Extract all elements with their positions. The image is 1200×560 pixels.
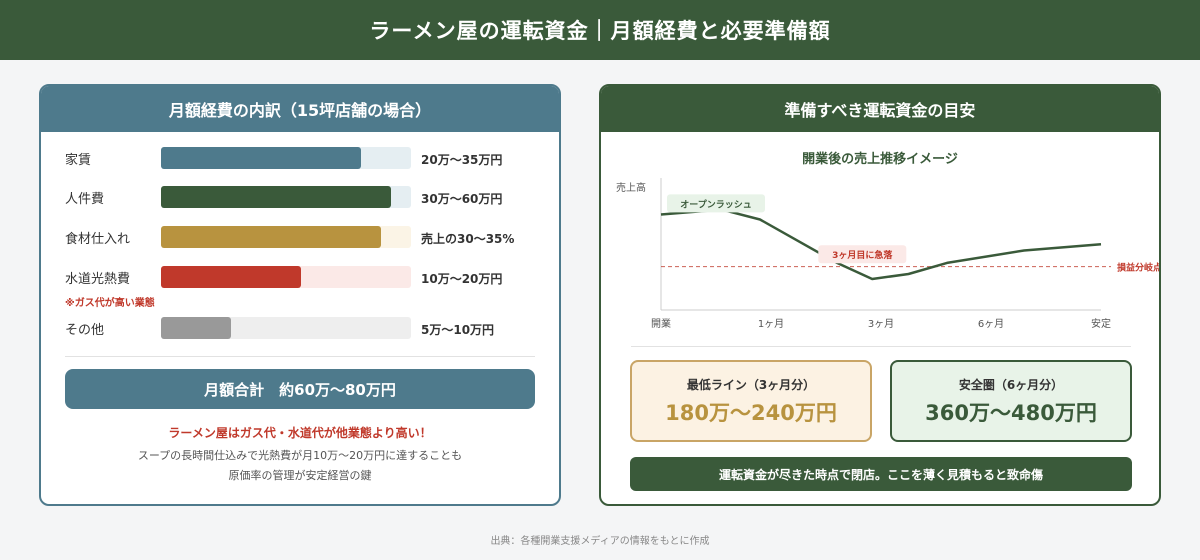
safe-zone-value: 360万〜480万円 xyxy=(925,401,1097,425)
page-title: ラーメン屋の運転資金｜月額経費と必要準備額 xyxy=(369,19,831,43)
x-tick-label: 安定 xyxy=(1091,317,1111,330)
x-tick-label: 開業 xyxy=(651,317,671,330)
safe-zone-label: 安全圏（6ヶ月分） xyxy=(958,378,1064,392)
monthly-total-text: 月額合計 約60万〜80万円 xyxy=(204,380,396,399)
cost-bar-track xyxy=(161,226,411,248)
cost-bar-track xyxy=(161,186,411,208)
cost-row-rent: 家賃 20万〜35万円 xyxy=(65,147,545,171)
minimum-line-value: 180万〜240万円 xyxy=(665,401,837,425)
cost-bar-fill xyxy=(161,317,231,339)
x-tick-label: 3ヶ月 xyxy=(868,318,894,330)
cost-label: 水道光熱費 xyxy=(65,272,131,287)
chart-title: 開業後の売上推移イメージ xyxy=(802,152,958,167)
cost-label: その他 xyxy=(65,323,105,338)
breakeven-label: 損益分岐点 xyxy=(1117,262,1159,274)
cost-row-labor: 人件費 30万〜60万円 xyxy=(65,186,545,210)
note-line: 原価率の管理が安定経営の鍵 xyxy=(228,469,372,482)
note-title: ラーメン屋はガス代・水道代が他業態より高い！ xyxy=(168,426,432,440)
y-axis-label: 売上高 xyxy=(616,181,646,194)
cost-label: 家賃 xyxy=(65,153,92,168)
warning-text: 運転資金が尽きた時点で閉店。ここを薄く見積もると致命傷 xyxy=(718,467,1043,482)
cost-bar-track xyxy=(161,266,411,288)
cost-bar-track xyxy=(161,317,411,339)
warning-banner: 運転資金が尽きた時点で閉店。ここを薄く見積もると致命傷 xyxy=(630,457,1132,491)
cost-bar-fill xyxy=(161,186,391,208)
cost-value: 20万〜35万円 xyxy=(421,153,503,167)
reserve-panel: 準備すべき運転資金の目安 開業後の売上推移イメージ 売上高開業 1ヶ月 3ヶ月 6ヶ月… xyxy=(599,84,1161,506)
note-line: スープの長時間仕込みで光熱費が月10万〜20万円に達することも xyxy=(137,449,463,462)
divider xyxy=(631,346,1131,347)
cost-bar-fill xyxy=(161,226,381,248)
annotation-bg xyxy=(667,194,765,213)
safe-zone-box: 安全圏（6ヶ月分） 360万〜480万円 xyxy=(890,360,1132,442)
cost-row-other: その他 5万〜10万円 xyxy=(65,317,545,341)
cost-label: 人件費 xyxy=(65,192,105,207)
cost-row-utilities: 水道光熱費 ※ガス代が高い業態 10万〜20万円 xyxy=(65,266,545,309)
reserve-title: 準備すべき運転資金の目安 xyxy=(784,101,976,120)
x-tick-label: 1ヶ月 xyxy=(758,318,784,330)
cost-row-ingredients: 食材仕入れ 売上の30〜35% xyxy=(65,226,545,250)
monthly-total: 月額合計 約60万〜80万円 xyxy=(65,369,535,409)
x-tick-label: 6ヶ月 xyxy=(978,318,1004,330)
sales-series-line xyxy=(660,208,1102,281)
minimum-line-label: 最低ライン（3ヶ月分） xyxy=(686,378,816,392)
divider xyxy=(65,356,535,357)
cost-value: 30万〜60万円 xyxy=(421,192,503,206)
cost-bar-fill xyxy=(161,147,361,169)
cost-value: 売上の30〜35% xyxy=(421,232,515,246)
reserve-header: 準備すべき運転資金の目安 xyxy=(601,86,1159,132)
cost-sub-note: ※ガス代が高い業態 xyxy=(65,298,155,309)
cost-label: 食材仕入れ xyxy=(65,232,131,247)
cost-bar-track xyxy=(161,147,411,169)
annotation-label: 3ヶ月目に急落 xyxy=(832,249,893,261)
monthly-cost-title: 月額経費の内訳（15坪店舗の場合） xyxy=(168,101,432,120)
cost-bar-fill xyxy=(161,266,301,288)
monthly-cost-header: 月額経費の内訳（15坪店舗の場合） xyxy=(41,86,559,132)
minimum-line-box: 最低ライン（3ヶ月分） 180万〜240万円 xyxy=(630,360,872,442)
cost-value: 5万〜10万円 xyxy=(421,323,495,337)
annotation-label: オープンラッシュ xyxy=(680,198,751,210)
cost-value: 10万〜20万円 xyxy=(421,272,503,286)
page-header: ラーメン屋の運転資金｜月額経費と必要準備額 xyxy=(0,0,1200,60)
source-note: 出典：各種開業支援メディアの情報をもとに作成 xyxy=(490,536,710,547)
monthly-cost-panel: 月額経費の内訳（15坪店舗の場合） 家賃 20万〜35万円 人件費 30万〜60… xyxy=(39,84,561,506)
annotation-bg xyxy=(818,245,907,264)
